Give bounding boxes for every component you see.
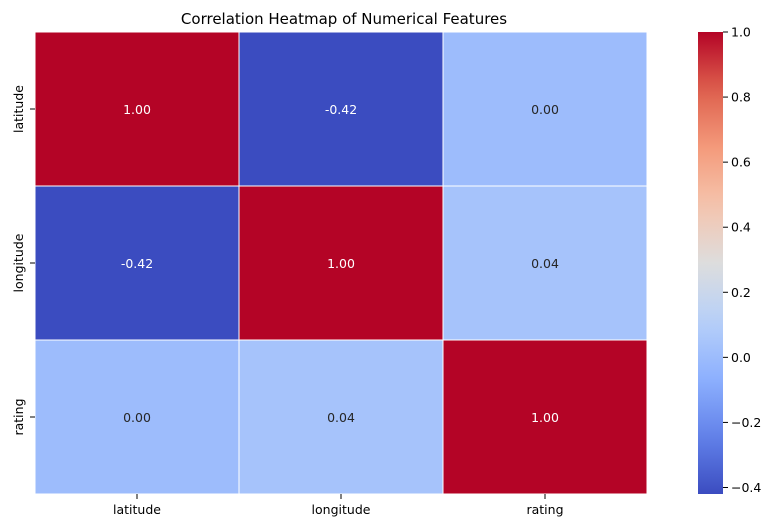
x-tick-label: rating [526,502,563,517]
cell-value-label: -0.42 [121,256,153,271]
heatmap-cell [34,185,240,341]
colorbar: −0.4 −0.2 0.0 0.2 0.4 0.6 0.8 1.0 [698,25,761,495]
cell-value-label: 0.00 [123,410,151,425]
colorbar-tick-label: 1.0 [731,25,751,40]
colorbar-tick-label: 0.6 [731,155,751,170]
colorbar-tick-label: 0.2 [731,285,751,300]
colorbar-tick-label: −0.4 [731,480,761,495]
cell-value-label: 0.04 [327,410,355,425]
y-axis: latitude longitude rating [11,85,35,436]
colorbar-tick-label: 0.0 [731,350,751,365]
y-tick-label: latitude [11,85,26,133]
cell-value-label: -0.42 [325,102,357,117]
cell-value-label: 1.00 [123,102,151,117]
heatmap-cell [238,185,444,341]
x-tick-label: longitude [312,502,371,517]
chart-title: Correlation Heatmap of Numerical Feature… [181,10,507,28]
cell-value-label: 1.00 [531,410,559,425]
y-tick-label: longitude [11,233,26,292]
x-axis: latitude longitude rating [113,494,564,517]
heatmap-cell [442,31,648,187]
heatmap-cell [34,339,240,495]
cell-value-label: 0.00 [531,102,559,117]
heatmap-cell [442,185,648,341]
x-tick-label: latitude [113,502,161,517]
colorbar-tick-label: 0.4 [731,220,751,235]
heatmap-cell [34,31,240,187]
colorbar-tick-label: −0.2 [731,415,761,430]
heatmap-cell [238,339,444,495]
cell-value-label: 1.00 [327,256,355,271]
heatmap-cells: 1.00 -0.42 0.00 -0.42 1.00 0.04 0.00 0.04 1.00 [34,31,648,495]
heatmap-cell [238,31,444,187]
colorbar-gradient [698,32,723,494]
colorbar-tick-label: 0.8 [731,90,751,105]
y-tick-label: rating [11,398,26,435]
cell-value-label: 0.04 [531,256,559,271]
